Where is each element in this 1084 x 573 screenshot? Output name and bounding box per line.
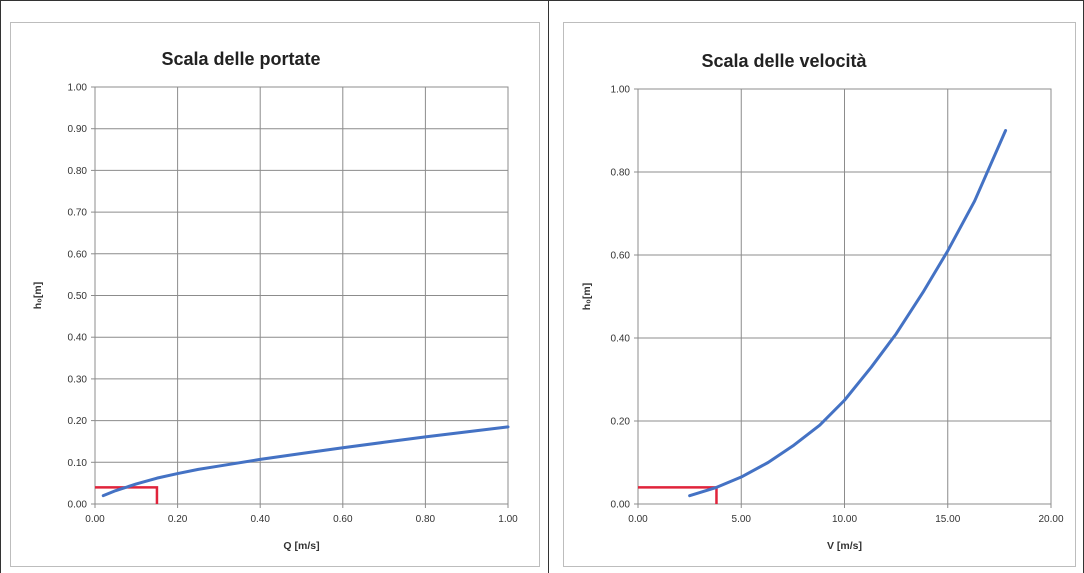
chart-velocita: 0.00 0.20 0.40 0.60 0.80 1.00 0.00 5.00 10.00 15.… — [581, 51, 1064, 552]
x-axis-label: V [m/s] — [827, 540, 862, 552]
y-tick-label: 1.00 — [68, 83, 88, 94]
x-tick-label: 0.00 — [85, 514, 105, 525]
x-axis-label: Q [m/s] — [283, 540, 319, 552]
reference-marker-lines — [95, 486, 159, 504]
y-tick-label: 0.00 — [68, 500, 88, 511]
y-tick-label: 0.40 — [68, 333, 88, 344]
outer-divider — [548, 0, 549, 573]
y-tick-label: 0.90 — [68, 124, 88, 135]
y-tick-label: 0.10 — [68, 458, 88, 469]
x-tick-label: 0.20 — [168, 514, 188, 525]
y-tick-label: 0.30 — [68, 374, 88, 385]
y-tick-label: 0.60 — [611, 251, 631, 262]
y-tick-label: 0.20 — [68, 416, 88, 427]
x-tick-label: 0.60 — [333, 514, 353, 525]
chart-panel-portate: 0.00 0.10 0.20 0.30 0.40 0.50 0.60 0.70 0.80 0.90… — [10, 22, 540, 567]
x-tick-label: 15.00 — [935, 514, 960, 525]
x-tick-label: 10.00 — [832, 514, 857, 525]
x-tick-label: 5.00 — [732, 514, 752, 525]
y-tick-label: 0.00 — [611, 500, 631, 511]
x-tick-label: 20.00 — [1038, 514, 1063, 525]
y-tick-label: 0.60 — [68, 249, 88, 260]
y-tick-label: 0.70 — [68, 208, 88, 219]
x-tick-label: 0.00 — [628, 514, 648, 525]
x-tick-label: 1.00 — [498, 514, 518, 525]
y-axis-label: h₀[m] — [32, 282, 44, 309]
y-tick-label: 0.80 — [611, 168, 631, 179]
outer-border-top — [0, 0, 1084, 1]
series-line — [101, 425, 510, 498]
y-tick-label: 0.50 — [68, 291, 88, 302]
series-line — [688, 129, 1008, 498]
y-axis-label: h₀[m] — [581, 283, 593, 310]
outer-border-left — [0, 0, 1, 573]
chart-title: Scala delle portate — [161, 49, 320, 69]
y-tick-label: 0.20 — [611, 417, 631, 428]
x-tick-label: 0.80 — [416, 514, 436, 525]
chart-title: Scala delle velocità — [701, 51, 867, 71]
y-tick-label: 1.00 — [611, 85, 631, 96]
y-tick-label: 0.80 — [68, 166, 88, 177]
y-tick-label: 0.40 — [611, 334, 631, 345]
x-tick-label: 0.40 — [250, 514, 270, 525]
chart-portate: 0.00 0.10 0.20 0.30 0.40 0.50 0.60 0.70 0.80 0.90… — [32, 49, 518, 552]
chart-panel-velocita: 0.00 0.20 0.40 0.60 0.80 1.00 0.00 5.00 10.00 15.… — [563, 22, 1076, 567]
